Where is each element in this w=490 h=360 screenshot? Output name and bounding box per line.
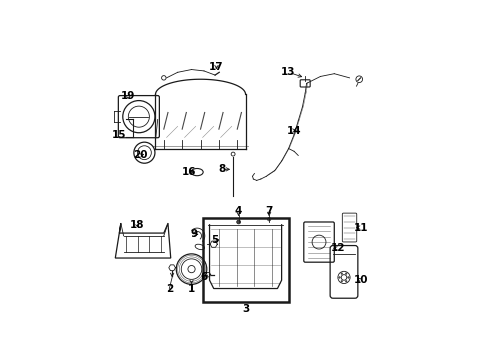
Text: 14: 14 — [287, 126, 301, 135]
Circle shape — [269, 219, 270, 220]
Text: 9: 9 — [191, 229, 198, 239]
Text: 7: 7 — [266, 206, 273, 216]
Text: 5: 5 — [212, 235, 219, 245]
Text: 3: 3 — [242, 304, 249, 314]
Text: 6: 6 — [200, 273, 208, 283]
Text: 1: 1 — [188, 284, 195, 293]
Text: 10: 10 — [353, 275, 368, 285]
Text: 4: 4 — [235, 206, 243, 216]
Text: 16: 16 — [181, 167, 196, 177]
Circle shape — [341, 280, 343, 282]
Text: 17: 17 — [209, 62, 224, 72]
Text: 12: 12 — [331, 243, 345, 253]
Text: 8: 8 — [219, 164, 225, 174]
Text: 13: 13 — [281, 67, 296, 77]
Circle shape — [347, 276, 349, 278]
Text: 20: 20 — [133, 150, 147, 161]
Circle shape — [345, 273, 347, 274]
Circle shape — [237, 220, 241, 224]
Circle shape — [345, 280, 347, 282]
Circle shape — [339, 276, 341, 278]
Text: 19: 19 — [121, 91, 135, 101]
Bar — [203, 218, 289, 302]
Text: 18: 18 — [130, 220, 145, 230]
Circle shape — [341, 273, 343, 274]
Text: 2: 2 — [166, 284, 173, 293]
Text: 15: 15 — [112, 130, 127, 140]
Text: 11: 11 — [353, 222, 368, 233]
